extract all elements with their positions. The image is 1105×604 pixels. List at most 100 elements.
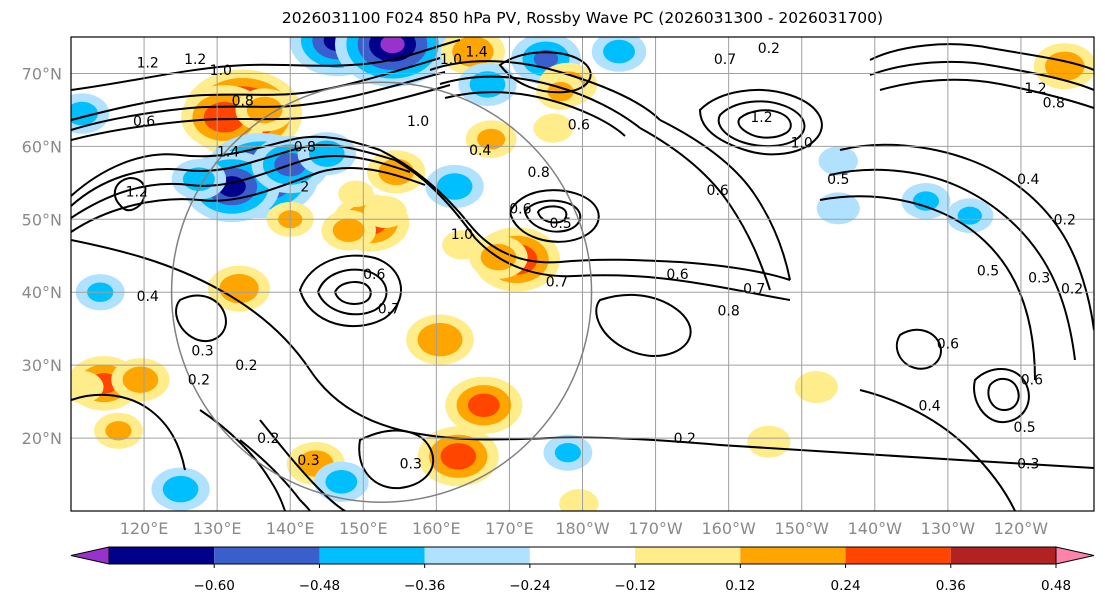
pv-anomaly-patch: [325, 470, 358, 494]
pv-anomaly-patch: [203, 101, 246, 133]
pv-anomaly-patch: [794, 371, 838, 404]
map-title: 2026031100 F024 850 hPa PV, Rossby Wave …: [281, 9, 884, 27]
pv-contour: [175, 294, 227, 343]
pv-anomaly-patch: [442, 230, 482, 260]
colorbar-segment: [740, 547, 846, 564]
pv-contour: [379, 149, 791, 281]
longitude-label: 130°E: [193, 519, 242, 538]
pv-contour: [71, 154, 411, 219]
longitude-labels: 120°E 130°E 140°E 150°E 160°E 170°E 180°W 170°W…: [120, 519, 1049, 538]
pv-contour: [698, 89, 823, 156]
longitude-label: 160°E: [412, 519, 461, 538]
contour-label: 1.0: [791, 136, 813, 152]
longitude-label: 130°W: [921, 519, 976, 538]
pv-contour: [199, 409, 286, 511]
pv-contour: [523, 199, 582, 233]
colorbar-segment: [529, 547, 636, 564]
pv-contour: [333, 281, 372, 305]
pv-contour: [639, 127, 771, 291]
pv-contour: [439, 75, 641, 129]
contour-label: 0.6: [568, 118, 590, 134]
pv-anomaly-patch: [105, 421, 132, 441]
contour-label: 0.5: [827, 172, 849, 188]
pv-contour: [298, 254, 402, 327]
pv-anomaly-patch: [816, 192, 860, 225]
colorbar-extend-max: [1055, 546, 1095, 565]
contour-label: 0.4: [918, 398, 940, 414]
pv-anomaly-patch: [477, 128, 506, 150]
contour-label: 0.6: [509, 201, 531, 217]
pv-anomaly-patch: [533, 113, 573, 143]
colorbar-segment: [950, 547, 1056, 564]
longitude-label: 150°W: [775, 519, 830, 538]
pv-contour: [508, 189, 600, 243]
colorbar-extend-min: [70, 546, 110, 565]
pv-contour: [869, 60, 1094, 91]
pv-contour: [859, 389, 1016, 511]
pv-contour: [659, 119, 791, 281]
pv-contour: [987, 378, 1020, 412]
pv-contour: [71, 166, 426, 233]
latitude-label: 40°N: [22, 283, 62, 302]
pv-contour: [71, 57, 441, 121]
pv-anomaly-patch: [71, 101, 98, 126]
colorbar-tick-label: −0.60: [194, 578, 235, 594]
pv-anomaly-patch: [467, 393, 500, 418]
pv-contour: [839, 143, 1094, 331]
contour-label: 0.2: [235, 358, 257, 374]
pv-anomaly-patch: [747, 425, 791, 458]
contour-label: 0.3: [400, 457, 422, 473]
pv-contour: [71, 71, 446, 131]
contour-label: 0.5: [1013, 420, 1035, 436]
pv-contour: [717, 100, 806, 148]
contour-label: 0.7: [378, 301, 400, 317]
colorbar-tick-label: 0.48: [1041, 578, 1071, 594]
colorbar-segment: [109, 547, 215, 564]
longitude-label: 160°W: [701, 519, 756, 538]
contour-label: 0.4: [469, 143, 491, 159]
contour-labels: 1.00.81.41.20.61.20.81.41.00.60.40.80.60…: [126, 41, 1094, 473]
contour-label: 0.5: [549, 216, 571, 232]
contour-label: 0.7: [743, 282, 765, 298]
contour-label: 0.6: [937, 336, 959, 352]
contour-label: 0.8: [528, 165, 550, 181]
contour-label: 1.2: [137, 56, 159, 72]
pv-anomaly-patch: [440, 443, 477, 470]
pv-anomaly-patch: [818, 146, 858, 176]
pv-anomaly-patch: [338, 180, 374, 207]
contour-label: 0.3: [191, 344, 213, 360]
colorbar-tick-label: −0.48: [299, 578, 340, 594]
contour-label: 0.8: [294, 139, 316, 155]
pv-anomaly-patch: [912, 191, 940, 211]
pv-contour: [71, 39, 461, 91]
contour-label: 0.6: [1021, 373, 1043, 389]
pv-contour: [829, 168, 1076, 361]
contour-label: 0.4: [1017, 172, 1039, 188]
pv-contour: [394, 159, 791, 301]
pv-contour: [536, 205, 568, 224]
pv-contour: [879, 78, 1094, 109]
pv-anomaly-patch: [308, 140, 345, 167]
pv-contour: [498, 51, 592, 94]
pv-contour: [973, 368, 1030, 424]
pv-anomaly-patch: [122, 366, 159, 393]
pv-anomaly-patch: [246, 96, 283, 124]
contour-label: 0.8: [232, 93, 254, 109]
colorbar-tick-label: 0.36: [936, 578, 966, 594]
pv-contour: [71, 135, 381, 197]
graticule: [71, 37, 1094, 511]
pv-anomaly-patch: [957, 206, 982, 225]
contour-label: 1.4: [217, 144, 239, 160]
pv-anomaly-patch: [363, 196, 407, 229]
longitude-label: 150°E: [339, 519, 388, 538]
colorbar-tick-label: 0.24: [831, 578, 861, 594]
pv-anomaly-patch: [533, 49, 559, 68]
pv-contour: [71, 393, 186, 471]
pv-anomaly-patch: [162, 475, 199, 503]
pv-contour: [429, 60, 661, 121]
colorbar-tick-label: −0.36: [404, 578, 445, 594]
contour-label: 0.3: [1017, 457, 1039, 473]
pv-contour: [239, 439, 311, 511]
colorbar-segment: [214, 547, 320, 564]
